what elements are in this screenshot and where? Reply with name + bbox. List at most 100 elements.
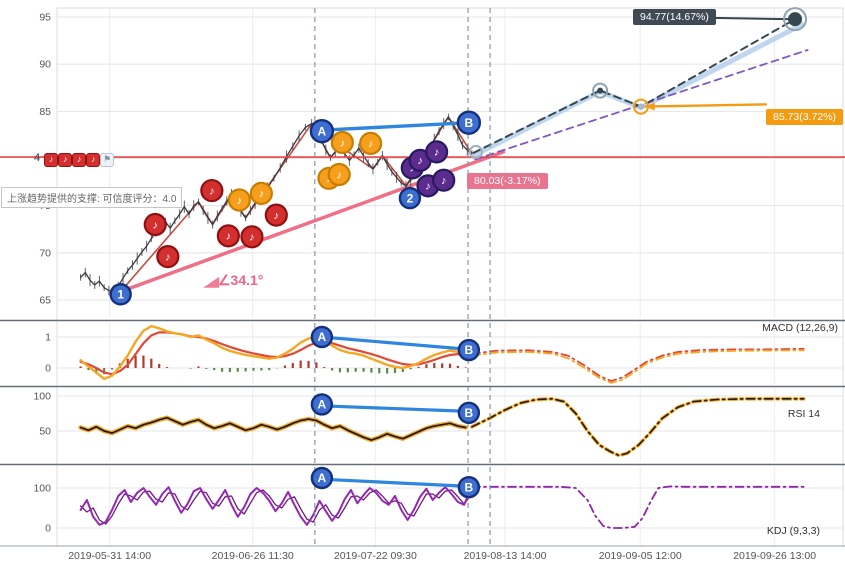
flag-count: 4: [34, 152, 41, 164]
wave-marker-label: A: [318, 124, 327, 138]
music-note-icon: ♪: [425, 181, 431, 193]
note-badge-icon: ♪: [58, 152, 73, 167]
macd-ab-line: [320, 335, 471, 351]
music-note-icon: ♪: [237, 195, 243, 207]
signal-note-marker[interactable]: [327, 162, 351, 187]
wave-marker-label: A: [318, 471, 327, 485]
signal-note-marker[interactable]: [200, 178, 224, 203]
music-note-icon: ♪: [259, 188, 265, 200]
wave-marker-label: A: [318, 398, 327, 412]
rsi-forecast: [471, 397, 805, 457]
wave-marker-label: B: [465, 480, 474, 494]
music-note-icon: ♪: [368, 138, 374, 150]
callout-high: 94.77(14.67%): [633, 9, 716, 25]
forecast-node-dot: [597, 87, 604, 94]
signal-note-marker[interactable]: [240, 225, 264, 249]
plot-border: [56, 7, 844, 547]
music-note-icon: ♪: [153, 219, 159, 231]
x-tick-label: 2019-07-22 09:30: [334, 550, 417, 562]
music-note-icon: ♪: [441, 175, 447, 187]
wave-marker-label: B: [465, 343, 474, 357]
rsi-forecast-glow: [470, 396, 806, 458]
note-badge-icon: ♪: [72, 152, 87, 167]
callout-low: 80.03(-3.17%): [467, 173, 548, 189]
kdj-ab-line: [320, 477, 471, 488]
wave-marker-label: 1: [117, 288, 124, 302]
indicator-label-macd: MACD (12,26,9): [762, 322, 838, 334]
note-badge-icon: ♪: [86, 152, 101, 167]
signal-note-marker[interactable]: [216, 224, 240, 248]
x-tick-label: 2019-08-13 14:00: [464, 550, 547, 562]
y-tick-label: 100: [33, 391, 51, 403]
forecast-node[interactable]: [592, 82, 609, 99]
music-note-icon: ♪: [336, 169, 342, 181]
wave-marker-label: B: [465, 116, 474, 130]
music-note-icon: ♪: [274, 210, 280, 222]
macd-forecast-dea: [471, 347, 805, 382]
signal-note-marker[interactable]: [264, 203, 288, 227]
indicator-label-kdj: KDJ (9,3,3): [767, 525, 820, 537]
music-note-icon: ♪: [249, 232, 255, 244]
signal-flag-row: 4 ♪ ♪ ♪ ♪ ⚑: [34, 149, 115, 167]
y-tick-label: 1: [45, 332, 51, 344]
signal-note-marker[interactable]: [432, 168, 456, 192]
x-tick-label: 2019-09-05 12:00: [599, 550, 682, 562]
macd-forecast-dif: [471, 349, 805, 384]
y-tick-label: 50: [39, 426, 51, 438]
forecast-node[interactable]: [468, 144, 483, 159]
music-note-icon: ♪: [434, 147, 440, 159]
x-tick-label: 2019-09-26 13:00: [733, 550, 816, 562]
x-tick-label: 2019-06-26 11:30: [212, 550, 294, 562]
arrow-head-icon: [645, 102, 655, 111]
wave-marker-1[interactable]: [109, 283, 132, 306]
music-note-icon: ♪: [417, 155, 423, 167]
angle-label: ∠34.1°: [218, 272, 264, 288]
wave-marker-A[interactable]: [310, 325, 334, 349]
wave-marker-label: B: [465, 406, 474, 420]
macd-dea: [79, 331, 467, 376]
y-tick-label: 0: [45, 363, 51, 375]
wave-marker-A[interactable]: [310, 466, 334, 490]
music-note-icon: ♪: [226, 231, 232, 243]
signal-note-marker[interactable]: [249, 181, 273, 206]
y-tick-label: 100: [33, 483, 51, 495]
signal-note-marker[interactable]: [156, 245, 180, 269]
kdj-d-line: [79, 489, 472, 525]
wave-marker-A[interactable]: [310, 393, 334, 416]
wave-marker-label: A: [318, 330, 327, 344]
signal-note-marker[interactable]: [359, 131, 383, 156]
kdj-k-line: [79, 486, 472, 526]
indicator-label-rsi: RSI 14: [788, 408, 820, 420]
angle-wedge-icon: [203, 276, 220, 288]
callout-mid: 85.73(3.72%): [766, 109, 844, 125]
wave-marker-B[interactable]: [457, 338, 481, 362]
callout-high-connector: [710, 16, 797, 21]
note-badge-icon: ♪: [44, 152, 59, 167]
wave-marker-A[interactable]: [309, 118, 335, 144]
signal-note-marker[interactable]: [330, 130, 354, 155]
forecast-orange: [644, 103, 768, 108]
y-tick-label: 95: [39, 12, 51, 24]
music-note-icon: ♪: [165, 251, 171, 263]
y-tick-label: 0: [45, 523, 51, 535]
signal-note-marker[interactable]: [425, 140, 449, 164]
ab-trend-line: [320, 120, 471, 132]
wave-marker-B[interactable]: [456, 110, 482, 135]
wave-marker-B[interactable]: [457, 476, 481, 499]
y-tick-label: 70: [39, 247, 51, 259]
signal-note-marker[interactable]: [143, 212, 167, 237]
signal-note-marker[interactable]: [227, 188, 251, 212]
macd-dif: [79, 324, 467, 381]
rsi-line: [79, 416, 467, 441]
rsi-ab-line: [320, 404, 471, 413]
forecast-node[interactable]: [783, 7, 808, 32]
flag-icons: ♪ ♪ ♪ ♪ ⚑: [44, 149, 115, 167]
forecast-node-dot: [788, 12, 803, 27]
music-note-icon: ♪: [340, 137, 346, 149]
wave-marker-B[interactable]: [457, 401, 481, 424]
kdj-forecast: [471, 485, 805, 529]
wave-marker-2[interactable]: [398, 186, 422, 210]
forecast-dark: [472, 18, 797, 154]
